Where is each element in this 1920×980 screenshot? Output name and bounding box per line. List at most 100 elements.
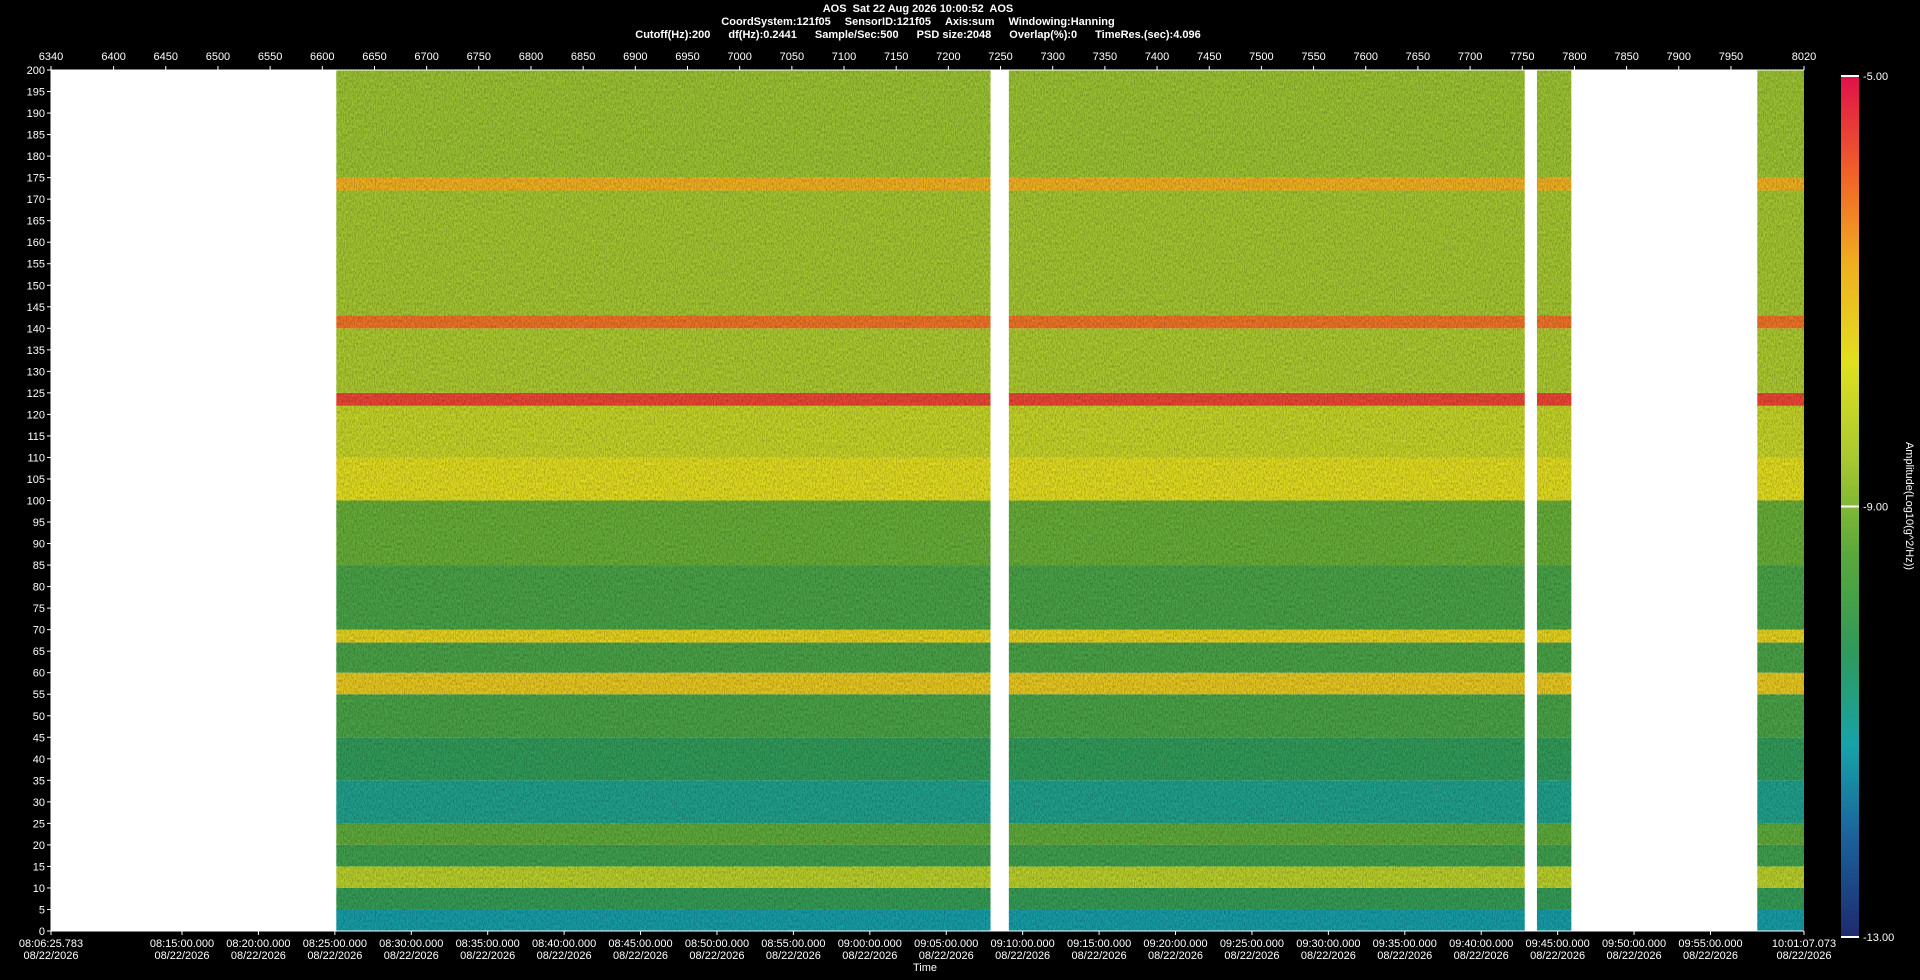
x2-tick-date: 08/22/2026 <box>689 950 744 962</box>
x-tick-label: 7250 <box>988 51 1012 63</box>
x-tick-label: 7350 <box>1093 51 1117 63</box>
info-item: Sample/Sec:500 <box>815 29 899 41</box>
x-tick-label: 7550 <box>1301 51 1325 63</box>
x2-tick-date: 08/22/2026 <box>1607 950 1662 962</box>
x-tick-label: 6750 <box>467 51 491 63</box>
x2-tick-date: 08/22/2026 <box>1776 950 1831 962</box>
x-tick-label: 7400 <box>1145 51 1169 63</box>
x-tick-label: 7450 <box>1197 51 1221 63</box>
y-tick-label: 80 <box>33 582 45 594</box>
y-tick-label: 180 <box>27 151 45 163</box>
x2-tick-date: 08/22/2026 <box>460 950 515 962</box>
noise-texture <box>336 70 1804 931</box>
info-line: CoordSystem:121f05 SensorID:121f05 Axis:su… <box>721 16 1114 28</box>
x-tick-label: 6950 <box>675 51 699 63</box>
x2-tick-label: 08:50:00.000 <box>685 938 749 950</box>
x2-tick-date: 08/22/2026 <box>23 950 78 962</box>
colorbar-tick-label: -5.00 <box>1863 71 1888 83</box>
y-tick-label: 65 <box>33 646 45 658</box>
colorbar-tick-label: -13.00 <box>1863 932 1894 944</box>
x2-tick-label: 09:40:00.000 <box>1449 938 1513 950</box>
x-tick-label: 7500 <box>1249 51 1273 63</box>
x-tick-label: 7850 <box>1614 51 1638 63</box>
x2-tick-label: 08:20:00.000 <box>226 938 290 950</box>
x2-tick-label: 09:10:00.000 <box>991 938 1055 950</box>
x2-tick-label: 08:45:00.000 <box>608 938 672 950</box>
x-tick-label: 6850 <box>571 51 595 63</box>
x2-tick-label: 09:30:00.000 <box>1296 938 1360 950</box>
info-item: SensorID:121f05 <box>845 16 931 28</box>
y-tick-label: 175 <box>27 173 45 185</box>
x2-axis-label: Time <box>913 962 937 974</box>
info-line: Cutoff(Hz):200 df(Hz):0.2441 Sample/Sec:50… <box>635 29 1200 41</box>
info-item: Axis:sum <box>945 16 995 28</box>
y-tick-label: 55 <box>33 689 45 701</box>
y-tick-label: 135 <box>27 345 45 357</box>
info-item: TimeRes.(sec):4.096 <box>1095 29 1201 41</box>
x2-tick-date: 08/22/2026 <box>919 950 974 962</box>
y-tick-label: 115 <box>27 431 45 443</box>
x-tick-label: 7650 <box>1406 51 1430 63</box>
x2-tick-label: 08:40:00.000 <box>532 938 596 950</box>
x2-tick-label: 08:30:00.000 <box>379 938 443 950</box>
x-tick-label: 6600 <box>310 51 334 63</box>
plot <box>51 70 1804 931</box>
x2-tick-date: 08/22/2026 <box>307 950 362 962</box>
y-tick-label: 25 <box>33 818 45 830</box>
x-tick-label: 7050 <box>780 51 804 63</box>
x-tick-label: 7750 <box>1510 51 1534 63</box>
y-tick-label: 130 <box>27 366 45 378</box>
y-tick-label: 160 <box>27 237 45 249</box>
x-tick-label: 6550 <box>258 51 282 63</box>
y-tick-label: 30 <box>33 797 45 809</box>
x2-tick-date: 08/22/2026 <box>537 950 592 962</box>
colorbar-label: Amplitude(Log10(g^2/Hz)) <box>1903 442 1915 570</box>
x2-tick-label: 09:55:00.000 <box>1678 938 1742 950</box>
y-tick-label: 155 <box>27 259 45 271</box>
x-tick-label: 6650 <box>362 51 386 63</box>
y-tick-label: 45 <box>33 732 45 744</box>
x-tick-label: 7300 <box>1040 51 1064 63</box>
x-tick-label: 6700 <box>414 51 438 63</box>
x2-tick-label: 09:15:00.000 <box>1067 938 1131 950</box>
y-tick-label: 10 <box>33 883 45 895</box>
info-item: df(Hz):0.2441 <box>728 29 796 41</box>
x2-tick-label: 08:25:00.000 <box>303 938 367 950</box>
x2-tick-date: 08/22/2026 <box>1683 950 1738 962</box>
x-tick-label: 7200 <box>936 51 960 63</box>
y-tick-label: 170 <box>27 194 45 206</box>
y-tick-label: 200 <box>27 65 45 77</box>
x-tick-label: 6450 <box>154 51 178 63</box>
x2-tick-date: 08/22/2026 <box>613 950 668 962</box>
x2-tick-date: 08/22/2026 <box>1072 950 1127 962</box>
x-tick-label: 8020 <box>1792 51 1816 63</box>
x2-tick-label: 08:06:25.783 <box>19 938 83 950</box>
y-tick-label: 95 <box>33 517 45 529</box>
x2-tick-date: 08/22/2026 <box>384 950 439 962</box>
y-tick-label: 85 <box>33 560 45 572</box>
y-tick-label: 35 <box>33 775 45 787</box>
y-tick-label: 145 <box>27 302 45 314</box>
y-tick-label: 75 <box>33 603 45 615</box>
x2-tick-date: 08/22/2026 <box>154 950 209 962</box>
y-tick-label: 15 <box>33 861 45 873</box>
x-tick-label: 7150 <box>884 51 908 63</box>
y-tick-label: 100 <box>27 496 45 508</box>
x2-tick-label: 08:15:00.000 <box>150 938 214 950</box>
y-tick-label: 140 <box>27 323 45 335</box>
x-tick-label: 7800 <box>1562 51 1586 63</box>
x-tick-label: 6500 <box>206 51 230 63</box>
info-item: Windowing:Hanning <box>1008 16 1114 28</box>
y-tick-label: 50 <box>33 711 45 723</box>
x-tick-label: 7100 <box>832 51 856 63</box>
x-tick-label: 7000 <box>727 51 751 63</box>
y-tick-label: 120 <box>27 409 45 421</box>
y-tick-label: 185 <box>27 130 45 142</box>
x2-tick-date: 08/22/2026 <box>1224 950 1279 962</box>
x2-tick-label: 10:01:07.073 <box>1772 938 1836 950</box>
y-tick-label: 60 <box>33 668 45 680</box>
x2-tick-label: 08:35:00.000 <box>456 938 520 950</box>
x2-tick-label: 09:00:00.000 <box>838 938 902 950</box>
colorbar-tick-label: -9.00 <box>1863 502 1888 514</box>
x2-tick-date: 08/22/2026 <box>1148 950 1203 962</box>
